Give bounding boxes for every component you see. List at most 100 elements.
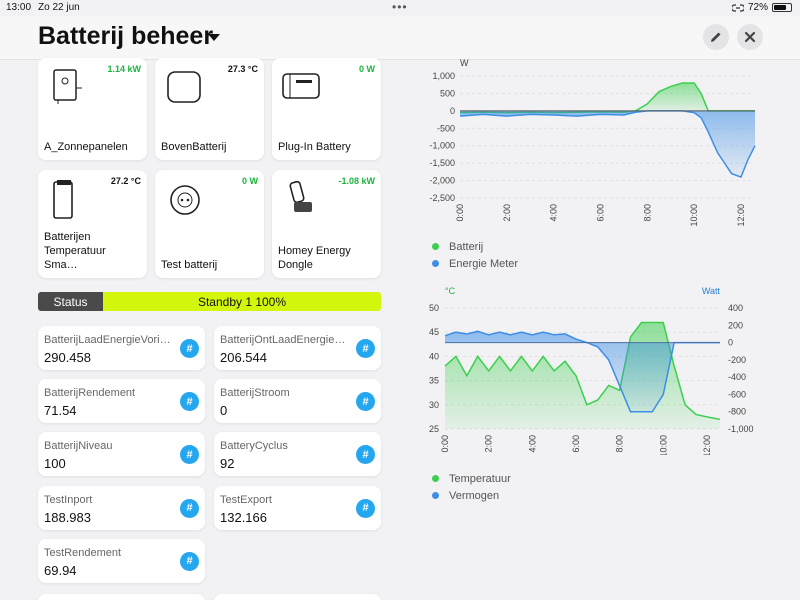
x-tick-label: 2:00: [484, 435, 494, 453]
value-tile[interactable]: BatterijLaadEnergieVorig… 290.458 #: [38, 326, 205, 370]
number-icon[interactable]: #: [356, 392, 375, 412]
plugin-battery-icon: [282, 73, 320, 99]
right-axis-unit: Watt: [702, 286, 721, 296]
y-right-tick-label: -600: [728, 389, 746, 399]
energy-chart-legend: Batterij Energie Meter: [432, 238, 518, 272]
series-line-batterij: [459, 82, 755, 114]
tile-label: BatterijStroom: [220, 387, 290, 400]
tile-value: 188.983: [44, 509, 91, 525]
number-icon[interactable]: #: [356, 498, 375, 518]
y-axis-unit: W: [460, 58, 469, 68]
multitask-dots-icon[interactable]: •••: [392, 0, 408, 14]
device-card[interactable]: 1.14 kW A_Zonnepanelen: [38, 58, 147, 160]
pencil-icon: [711, 32, 721, 42]
value-tile[interactable]: TestExport 132.166 #: [214, 485, 381, 530]
tile-partial[interactable]: [38, 594, 205, 600]
number-icon[interactable]: #: [180, 445, 199, 465]
series-area-vermogen: [445, 331, 720, 412]
tile-label: TestExport: [220, 493, 272, 506]
number-icon[interactable]: #: [180, 339, 199, 358]
value-tile[interactable]: BatterijStroom 0 #: [214, 379, 381, 424]
x-tick-label: 10:00: [689, 204, 699, 227]
series-line-vermogen: [444, 330, 720, 413]
chevron-down-icon[interactable]: [208, 34, 220, 41]
link-icon: [731, 3, 744, 12]
device-value: 27.3 °C: [227, 64, 258, 74]
device-card[interactable]: 27.3 °C BovenBatterij: [155, 58, 264, 160]
device-name: Plug-In Battery: [278, 141, 351, 153]
clock: 13:00: [6, 2, 32, 13]
x-tick-label: 8:00: [615, 435, 625, 453]
value-tile[interactable]: TestRendement 69.94 #: [38, 538, 205, 583]
number-icon[interactable]: #: [180, 498, 199, 518]
y-tick-label: 1,000: [432, 71, 455, 81]
inverter-icon: [53, 69, 82, 104]
edit-button[interactable]: [703, 24, 729, 50]
y-right-tick-label: -800: [728, 407, 746, 417]
y-tick-label: -500: [437, 123, 455, 133]
y-left-tick-label: 50: [429, 303, 439, 313]
dongle-icon: [289, 180, 312, 212]
device-card[interactable]: -1.08 kW Homey Energy Dongle: [272, 170, 381, 278]
device-card[interactable]: 0 W Plug-In Battery: [272, 58, 381, 160]
value-tile[interactable]: BatterijNiveau 100 #: [38, 432, 205, 477]
legend-dot: [432, 260, 439, 267]
device-name: Batterijen Temperatuur Sma…: [44, 231, 106, 271]
y-right-tick-label: 200: [728, 320, 743, 330]
tile-value: 132.166: [220, 509, 267, 525]
tile-label: BatterijNiveau: [44, 440, 113, 453]
page-title: Batterij beheer: [38, 22, 214, 50]
legend-item[interactable]: Batterij: [432, 238, 518, 255]
y-right-tick-label: -400: [728, 372, 746, 382]
value-tile[interactable]: TestInport 188.983 #: [38, 485, 205, 530]
tile-value: 92: [220, 456, 235, 472]
legend-item[interactable]: Vermogen: [432, 487, 511, 504]
tile-partial[interactable]: [214, 594, 381, 600]
legend-label: Temperatuur: [449, 472, 511, 485]
device-value: -1.08 kW: [338, 176, 375, 186]
close-button[interactable]: [737, 24, 763, 50]
x-tick-label: 6:00: [595, 204, 605, 222]
y-tick-label: 500: [440, 88, 455, 98]
y-right-tick-label: 0: [728, 338, 733, 348]
x-tick-label: 10:00: [658, 435, 668, 455]
value-tile[interactable]: BatterijOntLaadEnergieV… 206.544 #: [214, 326, 381, 370]
y-tick-label: -1,000: [429, 141, 455, 151]
x-tick-label: 0:00: [440, 435, 450, 453]
close-icon: [744, 31, 756, 43]
device-name: Test batterij: [161, 259, 218, 271]
device-card[interactable]: 0 W Test batterij: [155, 170, 264, 278]
value-tile[interactable]: BatterijRendement 71.54 #: [38, 379, 205, 424]
tile-label: BatteryCyclus: [220, 440, 288, 453]
y-tick-label: -1,500: [429, 158, 455, 168]
legend-item[interactable]: Energie Meter: [432, 255, 518, 272]
number-icon[interactable]: #: [180, 551, 199, 571]
tile-value: 71.54: [44, 403, 77, 419]
y-left-tick-label: 35: [429, 376, 439, 386]
series-area-energie-meter: [460, 110, 755, 178]
y-tick-label: -2,000: [429, 176, 455, 186]
y-left-tick-label: 45: [429, 327, 439, 337]
device-name: BovenBatterij: [161, 141, 227, 153]
number-icon[interactable]: #: [356, 445, 375, 465]
y-right-tick-label: 400: [728, 303, 743, 313]
system-status-bar: 13:00 Zo 22 jun ••• 72%: [0, 0, 800, 16]
status-label: Status: [38, 292, 103, 311]
x-tick-label: 8:00: [642, 204, 652, 222]
y-right-tick-label: -1,000: [728, 424, 754, 434]
x-tick-label: 2:00: [502, 204, 512, 222]
y-tick-label: 0: [450, 106, 455, 116]
battery-icon: [772, 3, 792, 12]
series-line-temperatuur: [444, 321, 721, 421]
y-left-tick-label: 30: [429, 400, 439, 410]
value-tile[interactable]: BatteryCyclus 92 #: [214, 432, 381, 477]
x-tick-label: 12:00: [702, 435, 712, 455]
page-header: Batterij beheer: [0, 16, 800, 60]
tile-value: 206.544: [220, 350, 267, 365]
legend-label: Energie Meter: [449, 257, 519, 270]
number-icon[interactable]: #: [180, 392, 199, 412]
device-card[interactable]: 27.2 °C Batterijen Temperatuur Sma…: [38, 170, 147, 278]
number-icon[interactable]: #: [356, 339, 375, 358]
tile-value: 0: [220, 403, 228, 419]
legend-item[interactable]: Temperatuur: [432, 470, 511, 487]
